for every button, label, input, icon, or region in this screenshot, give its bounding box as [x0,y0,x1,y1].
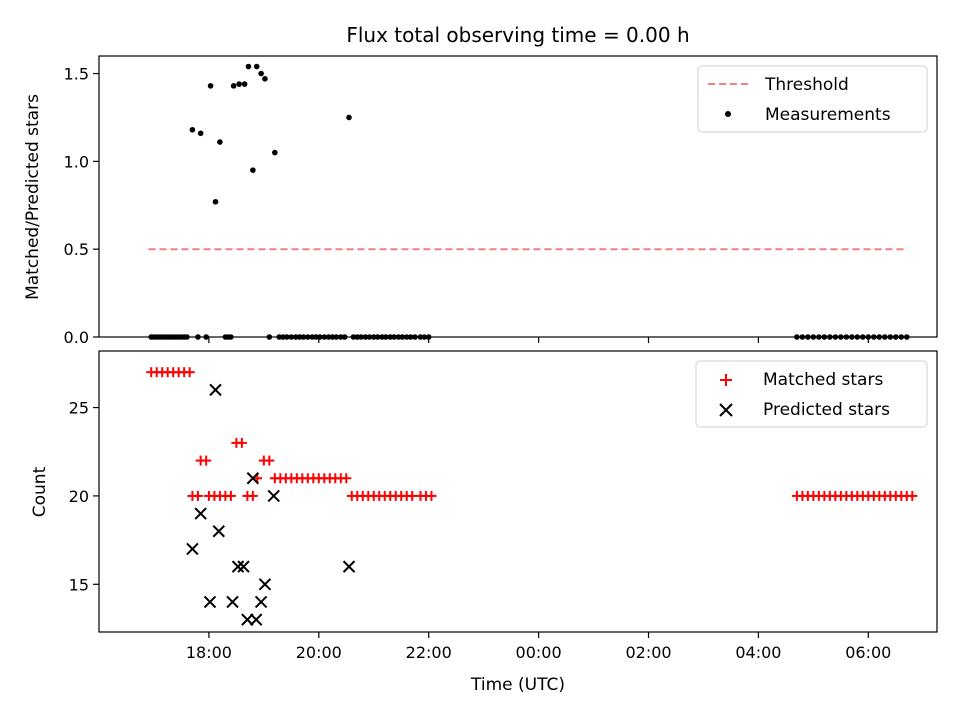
matched-star-point [907,490,918,501]
predicted-legend-marker [719,403,733,417]
predicted-star-point [342,560,356,573]
top-x-ticks [208,337,869,343]
matched-star-point [236,437,247,448]
measurement-point [217,139,223,145]
x-tick-label: 20:00 [296,643,342,662]
predicted-star-point [231,560,245,573]
y-tick-label: 15 [69,575,89,594]
matched-legend-marker [720,374,732,386]
y-tick-label: 1.5 [64,65,89,84]
predicted-star-point [237,560,250,573]
matched-star-point [192,490,203,501]
bottom-axes-frame [98,350,938,633]
bottom-plot-area [146,367,918,626]
measurements-legend-marker [725,111,731,117]
x-tick-label: 00:00 [516,643,562,662]
predicted-star-point [249,613,263,626]
x-tick-label: 04:00 [735,643,781,662]
matched-star-point [201,455,212,466]
x-tick-label: 02:00 [625,643,671,662]
predicted-star-point [254,595,268,609]
y-tick-label: 0.5 [64,240,89,259]
predicted-star-point [241,613,254,626]
bottom-y-axis-label: Count [30,466,50,517]
bottom-legend: Matched stars Predicted stars [695,360,928,428]
top-y-ticks: 0.0 0.5 1.0 1.5 [64,65,99,347]
predicted-star-point [209,383,222,397]
measurements-legend-label: Measurements [765,105,891,125]
measurement-point [236,81,242,87]
measurement-point [250,167,256,173]
measurement-point [197,130,204,137]
measurement-point [262,76,268,82]
y-tick-label: 20 [69,487,89,506]
matched-star-point [184,367,195,378]
predicted-star-point [267,489,280,503]
x-axis-label: Time (UTC) [470,675,565,695]
measurement-point [346,114,352,121]
measurement-point [253,63,260,70]
predicted-star-point [246,472,260,485]
matched-star-point [247,490,258,501]
measurement-point [245,63,252,70]
predicted-legend-label: Predicted stars [763,400,890,420]
y-tick-label: 1.0 [64,152,89,171]
threshold-legend-label: Threshold [764,75,849,95]
measurement-point [258,70,264,77]
bottom-legend-box [695,360,928,428]
bottom-panel: 15 20 25 18:00 20:00 22:00 00:00 02:00 04:00 06:… [30,350,938,695]
matched-legend-label: Matched stars [763,370,883,390]
predicted-star-point [226,595,239,609]
matched-star-point [264,455,275,466]
top-legend: Threshold Measurements [697,65,928,133]
x-tick-label: 06:00 [845,643,891,662]
matched-star-point [225,490,236,501]
x-tick-label: 22:00 [406,643,452,662]
predicted-star-point [212,525,225,538]
measurement-point [212,198,219,205]
predicted-star-point [186,542,199,556]
top-panel: 0.0 0.5 1.0 1.5 Matched/Predicted stars Thr… [23,55,938,347]
y-tick-label: 0.0 [64,328,89,347]
measurement-point [241,81,248,87]
top-axes-frame [98,55,938,338]
top-legend-box [697,65,928,133]
predicted-star-point [258,578,272,591]
measurement-point [189,126,196,133]
measurement-point [230,83,237,89]
top-y-axis-label: Matched/Predicted stars [23,94,43,300]
predicted-star-point [194,507,207,520]
x-tick-label: 18:00 [186,643,232,662]
chart-title: Flux total observing time = 0.00 h [346,23,689,47]
bottom-x-ticks: 18:00 20:00 22:00 00:00 02:00 04:00 06:00 [186,632,891,662]
y-tick-label: 25 [69,399,89,418]
measurement-point [207,83,214,89]
bottom-y-ticks: 15 20 25 [69,399,99,594]
predicted-star-point [203,595,217,609]
measurement-point [272,149,278,156]
matched-star-point [341,473,352,484]
matched-star-point [426,490,437,501]
